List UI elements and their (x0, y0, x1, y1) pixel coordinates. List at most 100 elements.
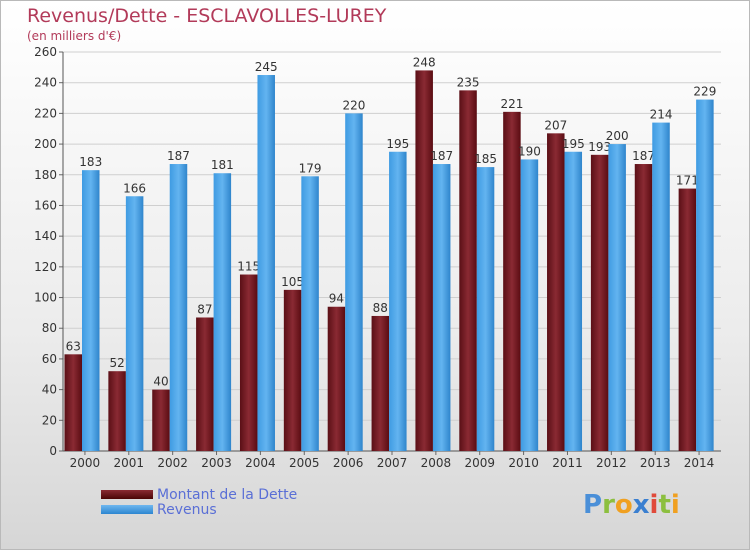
y-tick-label: 60 (42, 352, 57, 366)
chart-legend: Montant de la Dette Revenus (101, 486, 298, 518)
x-tick-label: 2005 (289, 456, 320, 470)
data-label-revenue: 187 (167, 149, 190, 163)
bar-revenue (257, 75, 275, 452)
data-label-revenue: 200 (606, 129, 629, 143)
chart-subtitle: (en milliers d'€) (27, 29, 122, 43)
logo-letter: x (632, 490, 650, 520)
bar-debt (108, 371, 126, 451)
x-tick-label: 2013 (640, 456, 671, 470)
bar-revenue (389, 151, 407, 451)
bar-debt (239, 274, 258, 451)
data-label-debt: 115 (237, 260, 260, 274)
legend-label-revenue: Revenus (157, 501, 217, 518)
bar-revenue (125, 196, 144, 451)
x-tick-label: 2011 (552, 456, 583, 470)
bar-debt (547, 133, 565, 452)
y-tick-label: 140 (34, 229, 57, 243)
data-label-revenue: 183 (79, 155, 102, 169)
bar-debt (678, 188, 697, 452)
data-label-debt: 248 (413, 55, 436, 69)
x-tick-label: 2006 (333, 456, 364, 470)
bar-debt (327, 306, 346, 451)
data-label-debt: 63 (66, 339, 81, 353)
x-tick-label: 2009 (464, 456, 495, 470)
y-tick-label: 200 (34, 137, 57, 151)
x-tick-label: 2012 (596, 456, 627, 470)
data-label-debt: 235 (457, 75, 480, 89)
logo-letter: r (602, 490, 615, 520)
data-label-debt: 88 (373, 301, 388, 315)
bar-revenue (520, 159, 539, 451)
x-tick-label: 2004 (245, 456, 276, 470)
data-label-revenue: 195 (562, 137, 585, 151)
bar-debt (283, 289, 302, 451)
data-label-debt: 221 (500, 97, 523, 111)
bar-revenue (169, 164, 188, 451)
data-label-revenue: 187 (430, 149, 453, 163)
y-tick-label: 160 (34, 198, 57, 212)
data-label-revenue: 185 (474, 152, 497, 166)
logo-letter: P (583, 490, 603, 520)
data-label-revenue: 229 (693, 85, 716, 99)
bar-debt (371, 315, 390, 451)
proxiti-logo: Proxiti (583, 490, 680, 520)
chart-title: Revenus/Dette - ESCLAVOLLES-LUREY (27, 5, 387, 27)
x-tick-label: 2002 (157, 456, 188, 470)
y-tick-label: 220 (34, 106, 57, 120)
legend-entry-revenue: Revenus (101, 501, 297, 518)
data-label-debt: 40 (153, 375, 168, 389)
y-tick-label: 100 (34, 291, 57, 305)
x-tick-label: 2014 (684, 456, 715, 470)
legend-label-debt: Montant de la Dette (157, 486, 298, 503)
data-label-revenue: 190 (518, 144, 541, 158)
data-label-debt: 52 (109, 356, 124, 370)
bar-revenue (696, 99, 714, 452)
y-tick-label: 120 (34, 260, 57, 274)
data-label-revenue: 214 (650, 108, 673, 122)
bar-debt (634, 164, 653, 451)
y-tick-label: 0 (49, 444, 57, 458)
bar-debt (590, 154, 609, 452)
logo-letter: i (670, 490, 680, 520)
bar-revenue (564, 151, 583, 451)
x-tick-label: 2001 (114, 456, 145, 470)
logo-letter: o (614, 490, 633, 520)
bar-revenue (301, 176, 319, 452)
bar-revenue (432, 164, 451, 451)
x-tick-label: 2008 (421, 456, 452, 470)
bar-debt (196, 317, 214, 451)
data-label-revenue: 245 (255, 60, 278, 74)
x-tick-label: 2003 (201, 456, 232, 470)
bar-revenue (652, 122, 670, 451)
legend-swatch-debt (101, 490, 153, 499)
data-label-revenue: 220 (342, 98, 365, 112)
data-label-debt: 187 (632, 149, 655, 163)
data-label-revenue: 195 (386, 137, 409, 151)
logo-letter: i (649, 490, 659, 520)
bar-debt (503, 111, 521, 451)
data-label-debt: 105 (281, 275, 304, 289)
data-label-revenue: 181 (211, 158, 234, 172)
bar-debt (152, 389, 170, 451)
bar-debt (459, 90, 477, 451)
bar-debt (415, 70, 433, 452)
y-tick-label: 260 (34, 45, 57, 59)
y-tick-label: 40 (42, 383, 57, 397)
y-tick-label: 180 (34, 168, 57, 182)
bar-revenue (476, 167, 495, 451)
bar-revenue (608, 144, 626, 452)
data-label-debt: 87 (197, 302, 212, 316)
data-label-revenue: 166 (123, 181, 146, 195)
data-label-debt: 193 (588, 140, 611, 154)
data-label-debt: 171 (676, 174, 699, 188)
y-tick-label: 80 (42, 321, 57, 335)
logo-letter: t (658, 490, 671, 520)
y-tick-label: 20 (42, 413, 57, 427)
legend-entry-debt: Montant de la Dette (101, 486, 298, 503)
bar-debt (64, 354, 82, 451)
bar-revenue (345, 113, 363, 451)
data-label-revenue: 179 (299, 161, 322, 175)
x-tick-label: 2007 (377, 456, 408, 470)
